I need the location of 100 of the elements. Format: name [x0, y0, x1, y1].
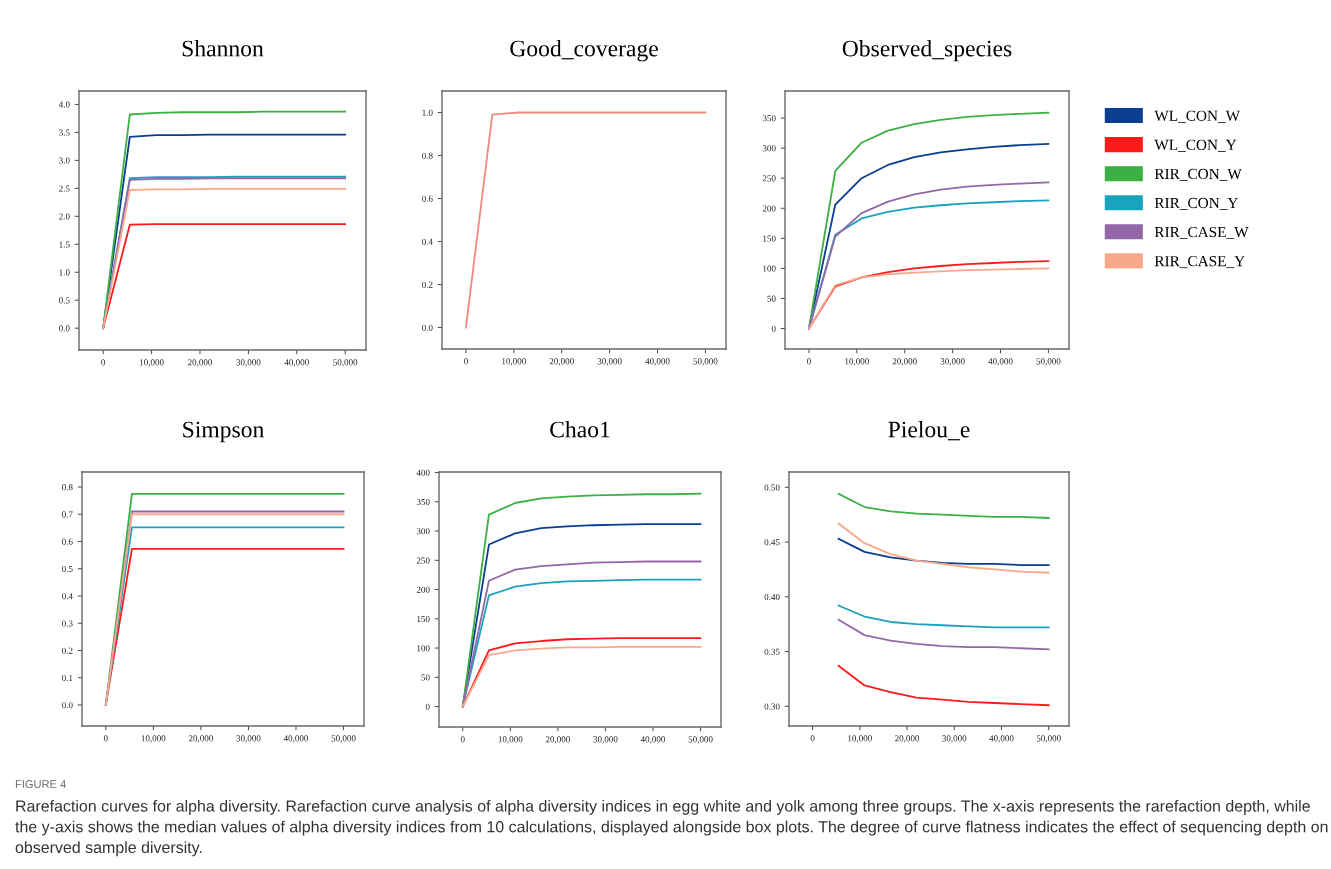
- x-tick-label: 10,000: [498, 736, 523, 744]
- x-tick-label: 0: [810, 735, 815, 742]
- y-tick-label: 250: [416, 557, 430, 564]
- x-tick-label: 30,000: [236, 735, 261, 743]
- y-tick-label: 0.40: [764, 593, 780, 601]
- x-tick-label: 50,000: [331, 735, 356, 743]
- x-tick-label: 0: [807, 358, 811, 365]
- y-tick-label: 0.1: [62, 674, 73, 682]
- legend-label: WL_CON_W: [1154, 110, 1241, 123]
- y-tick-label: 200: [416, 586, 430, 593]
- y-tick-label: 0.4: [62, 593, 73, 600]
- legend-label: RIR_CON_Y: [1154, 197, 1239, 210]
- text: Rarefaction curves for alpha diversity. Rarefaction curve analysis of alpha diversity indices in egg white and yolk among three groups. The x-axis represents the rarefaction depth, while the y-axis shows the median values of alpha diversity indices from 10 calculations, displayed alongside box plots. The degree of curve flatness indicates the effect of sequencing depth on observed sample diversity.: [15, 800, 1328, 857]
- x-tick-label: 30,000: [236, 359, 261, 367]
- x-tick-label: 40,000: [284, 359, 309, 367]
- x-tick-label: 40,000: [989, 735, 1014, 743]
- legend-label: RIR_CASE_Y: [1154, 256, 1245, 269]
- caption: FIGURE 4: [15, 780, 66, 788]
- y-tick-label: 0.0: [422, 324, 433, 331]
- y-tick-label: 0.30: [764, 703, 780, 710]
- x-tick-label: 0: [103, 735, 108, 742]
- y-tick-label: 0.45: [764, 539, 780, 546]
- x-tick-label: 0: [464, 358, 468, 365]
- x-tick-label: 10,000: [502, 358, 526, 366]
- line-series: [837, 492, 1050, 519]
- y-tick-label: 0.8: [62, 484, 73, 491]
- y-tick-label: 0: [771, 325, 776, 332]
- y-tick-label: 2.0: [59, 213, 70, 220]
- line-series: [837, 618, 1050, 651]
- y-tick-label: 50: [421, 674, 430, 681]
- chart-title: Good_coverage: [510, 39, 658, 62]
- y-tick-label: 0.3: [62, 620, 73, 627]
- x-tick-label: 50,000: [1036, 358, 1061, 366]
- x-tick-label: 10,000: [848, 735, 872, 743]
- x-tick-label: 10,000: [845, 358, 869, 366]
- line-series: [837, 604, 1050, 629]
- x-tick-label: 40,000: [988, 358, 1013, 366]
- x-tick-label: 50,000: [693, 358, 718, 366]
- y-tick-label: 0.0: [59, 325, 70, 332]
- x-tick-label: 10,000: [139, 359, 164, 367]
- y-tick-label: 400: [416, 469, 430, 476]
- y-tick-label: 2.5: [59, 185, 70, 192]
- line-series: [837, 537, 1050, 566]
- y-tick-label: 0.5: [59, 297, 70, 304]
- x-tick-label: 10,000: [141, 735, 166, 743]
- x-tick-label: 20,000: [895, 735, 920, 743]
- y-tick-label: 300: [762, 145, 776, 152]
- y-tick-label: 0.8: [422, 152, 433, 159]
- y-tick-label: 4.0: [58, 101, 70, 108]
- chart-title: Pielou_e: [888, 420, 970, 441]
- y-tick-label: 0.7: [62, 511, 73, 518]
- x-tick-label: 0: [101, 359, 106, 366]
- y-tick-label: 0.0: [62, 702, 73, 709]
- chart-title: Shannon: [182, 39, 264, 57]
- y-tick-label: 350: [762, 115, 776, 122]
- chart-title: Simpson: [183, 421, 264, 443]
- y-tick-label: 0.2: [422, 281, 433, 288]
- x-tick-label: 40,000: [640, 736, 666, 744]
- x-tick-label: 50,000: [688, 736, 713, 744]
- x-tick-label: 50,000: [1036, 735, 1061, 743]
- x-tick-label: 20,000: [545, 736, 570, 744]
- line-series: [837, 664, 1050, 707]
- y-tick-label: 3.5: [59, 129, 70, 136]
- x-tick-label: 30,000: [597, 358, 622, 366]
- y-tick-label: 1.0: [59, 269, 70, 276]
- y-tick-label: 0.6: [62, 538, 73, 545]
- line-series: [837, 522, 1050, 574]
- chart-title: Chao1: [550, 420, 610, 438]
- y-tick-label: 0.50: [764, 484, 780, 491]
- y-tick-label: 350: [416, 498, 430, 506]
- y-tick-label: 3.0: [59, 157, 70, 164]
- legend-label: RIR_CASE_W: [1154, 226, 1249, 240]
- chart-title: Observed_species: [842, 39, 1012, 62]
- y-tick-label: 250: [762, 175, 776, 182]
- x-tick-label: 20,000: [188, 735, 213, 743]
- y-tick-label: 1.5: [59, 241, 70, 248]
- x-tick-label: 20,000: [892, 358, 917, 366]
- x-tick-label: 0: [460, 736, 465, 743]
- x-tick-label: 40,000: [283, 735, 309, 743]
- x-tick-label: 20,000: [549, 358, 574, 366]
- y-tick-label: 200: [762, 205, 776, 212]
- y-tick-label: 0.6: [422, 195, 433, 202]
- legend-label: WL_CON_Y: [1154, 139, 1237, 152]
- y-tick-label: 0.4: [422, 238, 433, 245]
- y-tick-label: 50: [767, 295, 776, 302]
- x-tick-label: 30,000: [942, 735, 967, 743]
- y-tick-label: 100: [417, 645, 430, 652]
- x-tick-label: 30,000: [940, 358, 965, 366]
- y-tick-label: 0.2: [62, 647, 73, 654]
- x-tick-label: 20,000: [187, 359, 213, 367]
- y-tick-label: 100: [763, 265, 776, 272]
- y-tick-label: 150: [763, 235, 776, 242]
- x-tick-label: 30,000: [593, 736, 618, 744]
- y-tick-label: 150: [417, 615, 430, 623]
- y-tick-label: 0: [425, 703, 430, 710]
- y-tick-label: 0.5: [62, 565, 73, 573]
- x-tick-label: 40,000: [645, 358, 670, 366]
- y-tick-label: 300: [416, 528, 430, 535]
- y-tick-label: 0.35: [764, 648, 780, 655]
- legend-label: RIR_CON_W: [1154, 168, 1242, 181]
